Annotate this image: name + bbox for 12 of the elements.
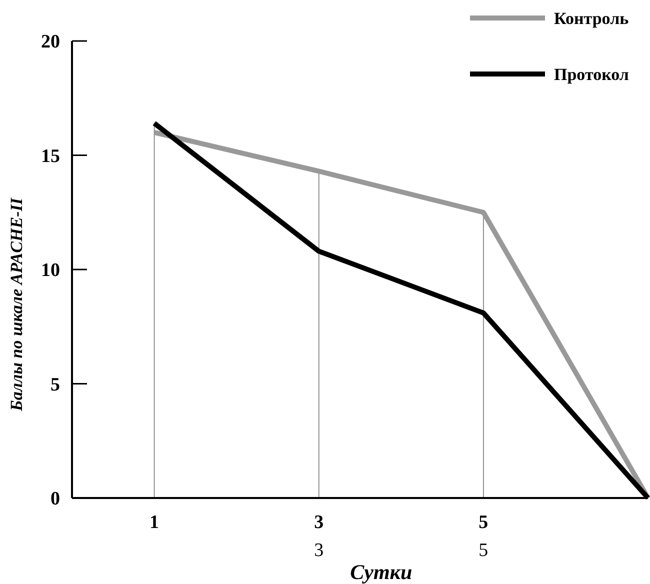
y-tick-label: 5 [50,374,60,396]
legend-label: Протокол [554,64,630,84]
x-tick-label: 1 [150,512,160,533]
x-axis-title: Сутки [350,560,412,584]
text: 3 [314,512,324,533]
y-tick-label: 0 [50,488,60,510]
y-axis-title: Баллы по шкале APACHE-II [7,196,26,412]
y-tick-label: 15 [41,146,60,167]
text: 5 [478,512,488,533]
y-tick-label: 20 [41,32,60,53]
legend-label: Контроль [554,8,629,28]
y-tick-label: 10 [41,260,60,282]
